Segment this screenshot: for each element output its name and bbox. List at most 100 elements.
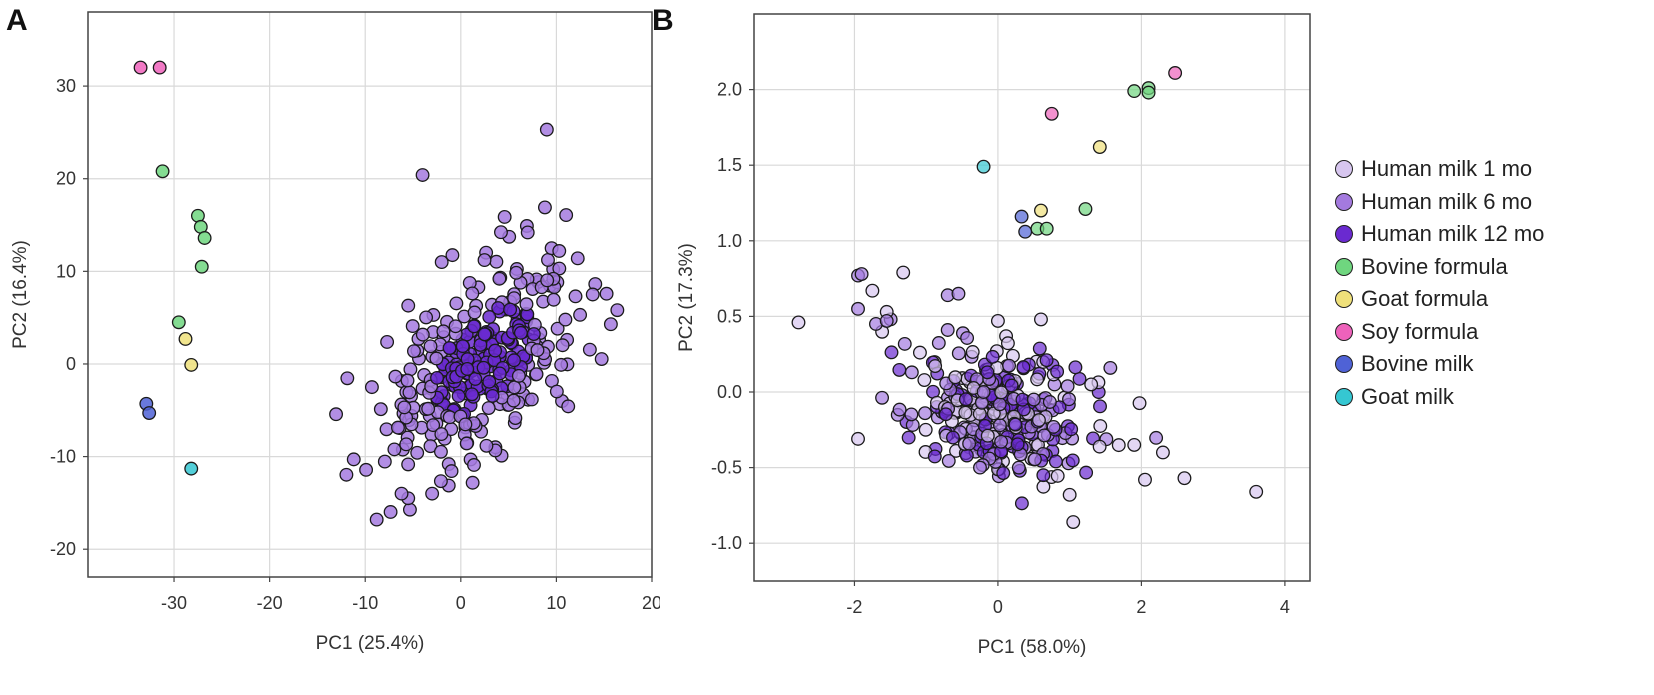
data-point [1014,209,1029,224]
data-point [1008,417,1023,432]
data-point [1004,378,1019,393]
data-point [197,231,212,245]
data-point [526,327,541,342]
data-point [448,319,463,334]
data-point [397,400,412,415]
data-point [558,312,573,327]
y-tick-label: 0 [66,354,76,374]
legend-swatch [1335,192,1353,211]
data-point [488,343,503,358]
data-point [379,422,394,437]
data-point [980,428,995,443]
data-point [194,259,209,274]
data-point [938,407,953,422]
data-point [433,444,448,459]
data-point [958,405,973,420]
data-point [171,315,186,330]
y-axis-label: PC2 (16.4%) [10,240,31,349]
data-point [585,287,600,302]
legend-item: Bovine milk [1335,348,1544,381]
legend-item: Human milk 12 mo [1335,218,1544,251]
legend-label: Bovine milk [1361,351,1474,377]
data-point [133,60,148,75]
data-point [155,164,170,179]
data-point [383,505,398,519]
data-point [976,159,991,174]
chart-b: -2 0 2 4 -1.0 -0.5 0.0 0.5 1.0 1.5 2.0 PC1 (58.0%) P… [676,13,1311,658]
data-point [421,401,436,416]
data-point [513,325,528,340]
data-point [1048,454,1063,469]
data-point [892,362,907,377]
data-point [458,417,473,432]
data-point [419,310,434,325]
x-tick-label: 2 [1136,597,1146,617]
data-point [918,406,932,421]
legend-label: Goat milk [1361,383,1454,409]
legend: Human milk 1 mo Human milk 6 mo Human milk… [1335,153,1544,413]
x-axis-label: PC1 (58.0%) [978,637,1087,658]
data-point [951,286,966,301]
chart-a: -30 -20 -10 0 10 20 -20 -10 0 10 20 30 PC1 (25.4%) PC… [10,11,660,654]
data-point [1103,360,1118,375]
data-point [423,339,438,354]
data-point [958,392,973,407]
data-point [928,359,943,374]
legend-item: Bovine formula [1335,251,1544,284]
data-point [941,453,956,468]
data-point [875,390,890,405]
data-point [962,436,977,451]
data-point [373,402,388,417]
data-point [467,458,481,472]
data-point [1050,468,1065,483]
data-point [901,430,916,445]
data-point [415,168,430,182]
data-point [479,438,494,453]
data-point [529,367,544,382]
data-point [399,437,414,452]
y-tick-label: 0.0 [717,382,742,402]
data-point [489,254,504,269]
data-point [426,418,441,433]
data-point [1037,428,1052,443]
data-point [1066,515,1081,529]
data-point [1155,445,1170,460]
data-point [1072,371,1087,386]
data-point [1010,437,1025,452]
data-point [1138,472,1152,487]
data-point [359,462,374,477]
data-point [561,399,576,414]
data-point [530,343,545,358]
legend-label: Human milk 6 mo [1361,188,1533,214]
data-point [402,502,417,517]
legend-label: Human milk 12 mo [1361,221,1545,247]
data-point [503,302,518,317]
legend-swatch [1335,257,1353,276]
legend-swatch [1335,225,1353,244]
data-point [436,324,451,339]
data-point [1093,399,1107,414]
data-point [467,319,481,334]
data-point [897,336,912,351]
data-point [492,271,507,286]
points-layer [791,66,1264,529]
data-point [476,360,491,375]
legend-item: Human milk 1 mo [1335,153,1544,186]
data-point [430,370,444,385]
x-tick-label: 20 [642,593,660,613]
data-point [482,374,497,389]
data-point [892,402,907,417]
data-point [434,255,449,270]
legend-item: Human milk 6 mo [1335,186,1544,219]
panel-label-b: B [652,4,674,37]
data-point [568,289,583,304]
legend-item: Soy formula [1335,316,1544,349]
data-point [917,373,932,388]
data-point [945,430,960,445]
data-point [990,313,1005,328]
legend-item: Goat formula [1335,283,1544,316]
x-tick-label: 4 [1280,597,1290,617]
data-point [552,261,567,276]
data-point [904,365,919,380]
data-point [996,466,1011,481]
